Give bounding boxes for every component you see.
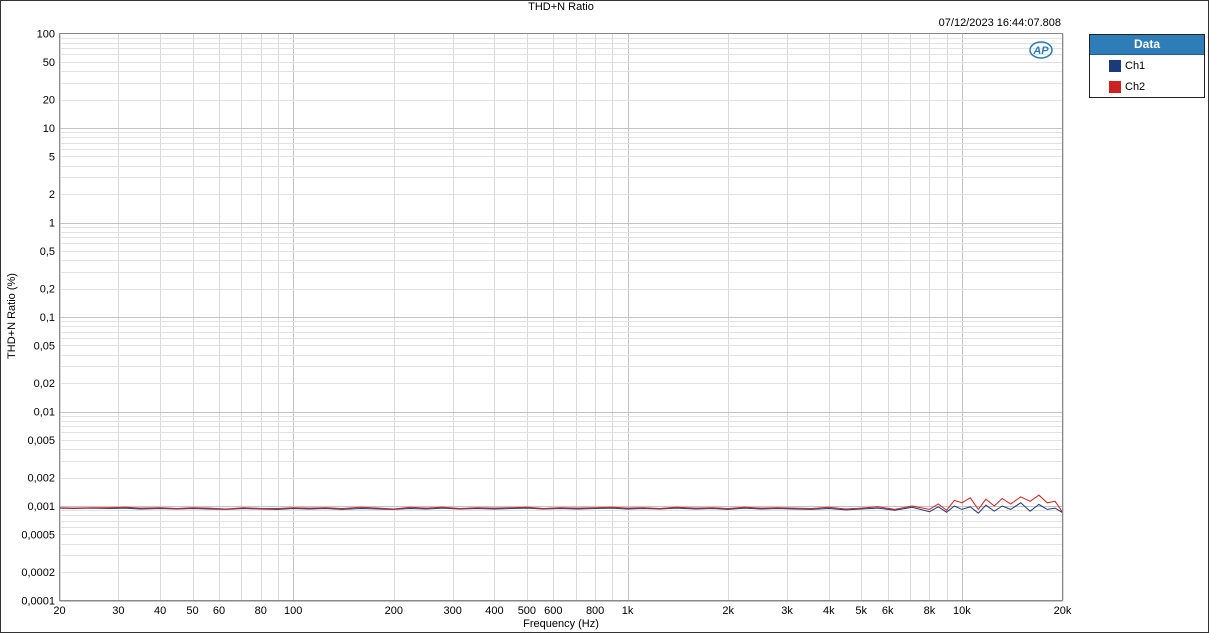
series-line-ch2 bbox=[59, 494, 1063, 513]
ch1-swatch bbox=[1109, 59, 1121, 72]
x-tick-label: 400 bbox=[485, 605, 503, 617]
y-tick-label: 0,0005 bbox=[21, 529, 55, 541]
y-tick-label: 1 bbox=[49, 218, 55, 230]
tick-labels: 20 30 40 50 60 80 100 200 300 400 500 600 800 1k 2k 3k 4… bbox=[21, 29, 1072, 618]
y-tick-label: 0,2 bbox=[40, 284, 55, 296]
y-tick-label: 100 bbox=[37, 29, 55, 41]
legend-item-ch2[interactable]: Ch2 bbox=[1090, 76, 1204, 97]
legend: Data Ch1 Ch2 bbox=[1089, 34, 1205, 98]
x-tick-label: 300 bbox=[444, 605, 462, 617]
svg-text:AP: AP bbox=[1032, 45, 1049, 57]
plot-border bbox=[59, 33, 1063, 601]
y-tick-label: 0,05 bbox=[34, 340, 55, 352]
y-tick-label: 20 bbox=[43, 95, 55, 107]
x-tick-label: 4k bbox=[823, 605, 835, 617]
x-tick-label: 2k bbox=[722, 605, 734, 617]
x-tick-label: 3k bbox=[781, 605, 793, 617]
y-tick-label: 0,1 bbox=[40, 312, 55, 324]
timestamp: 07/12/2023 16:44:07.808 bbox=[939, 17, 1061, 29]
y-tick-label: 0,01 bbox=[34, 407, 55, 419]
y-tick-label: 0,002 bbox=[27, 473, 55, 485]
grid bbox=[59, 33, 1064, 602]
y-tick-label: 50 bbox=[43, 57, 55, 69]
y-tick-label: 10 bbox=[43, 123, 55, 135]
x-tick-label: 80 bbox=[255, 605, 267, 617]
y-tick-label: 0,005 bbox=[27, 435, 55, 447]
x-tick-label: 500 bbox=[518, 605, 536, 617]
x-tick-label: 8k bbox=[924, 605, 936, 617]
y-tick-label: 0,001 bbox=[27, 501, 55, 513]
x-tick-label: 20k bbox=[1054, 605, 1072, 617]
x-tick-label: 50 bbox=[186, 605, 198, 617]
y-tick-label: 0,02 bbox=[34, 378, 55, 390]
ch2-swatch bbox=[1109, 80, 1121, 93]
x-tick-label: 6k bbox=[882, 605, 894, 617]
series-line-ch1 bbox=[59, 502, 1063, 514]
y-tick-label: 0,5 bbox=[40, 246, 55, 258]
x-tick-label: 20 bbox=[53, 605, 65, 617]
y-tick-label: 0,0002 bbox=[21, 567, 55, 579]
x-tick-label: 30 bbox=[112, 605, 124, 617]
x-tick-label: 1k bbox=[622, 605, 634, 617]
x-tick-label: 60 bbox=[213, 605, 225, 617]
y-tick-label: 2 bbox=[49, 189, 55, 201]
x-tick-label: 600 bbox=[544, 605, 562, 617]
legend-label: Ch1 bbox=[1125, 59, 1146, 72]
chart-title: THD+N Ratio bbox=[528, 1, 594, 13]
x-tick-label: 40 bbox=[154, 605, 166, 617]
series-lines bbox=[59, 494, 1063, 514]
x-axis-label: Frequency (Hz) bbox=[523, 618, 599, 630]
x-tick-label: 10k bbox=[953, 605, 971, 617]
x-tick-label: 5k bbox=[855, 605, 867, 617]
ap-logo: AP bbox=[1029, 41, 1053, 59]
legend-label: Ch2 bbox=[1125, 80, 1146, 93]
y-tick-label: 0,0001 bbox=[21, 596, 55, 608]
y-axis-label: THD+N Ratio (%) bbox=[6, 273, 18, 359]
x-tick-label: 200 bbox=[385, 605, 403, 617]
legend-item-ch1[interactable]: Ch1 bbox=[1090, 55, 1204, 76]
x-tick-label: 800 bbox=[586, 605, 604, 617]
legend-title: Data bbox=[1090, 35, 1204, 55]
y-tick-label: 5 bbox=[49, 151, 55, 163]
x-tick-label: 100 bbox=[284, 605, 302, 617]
